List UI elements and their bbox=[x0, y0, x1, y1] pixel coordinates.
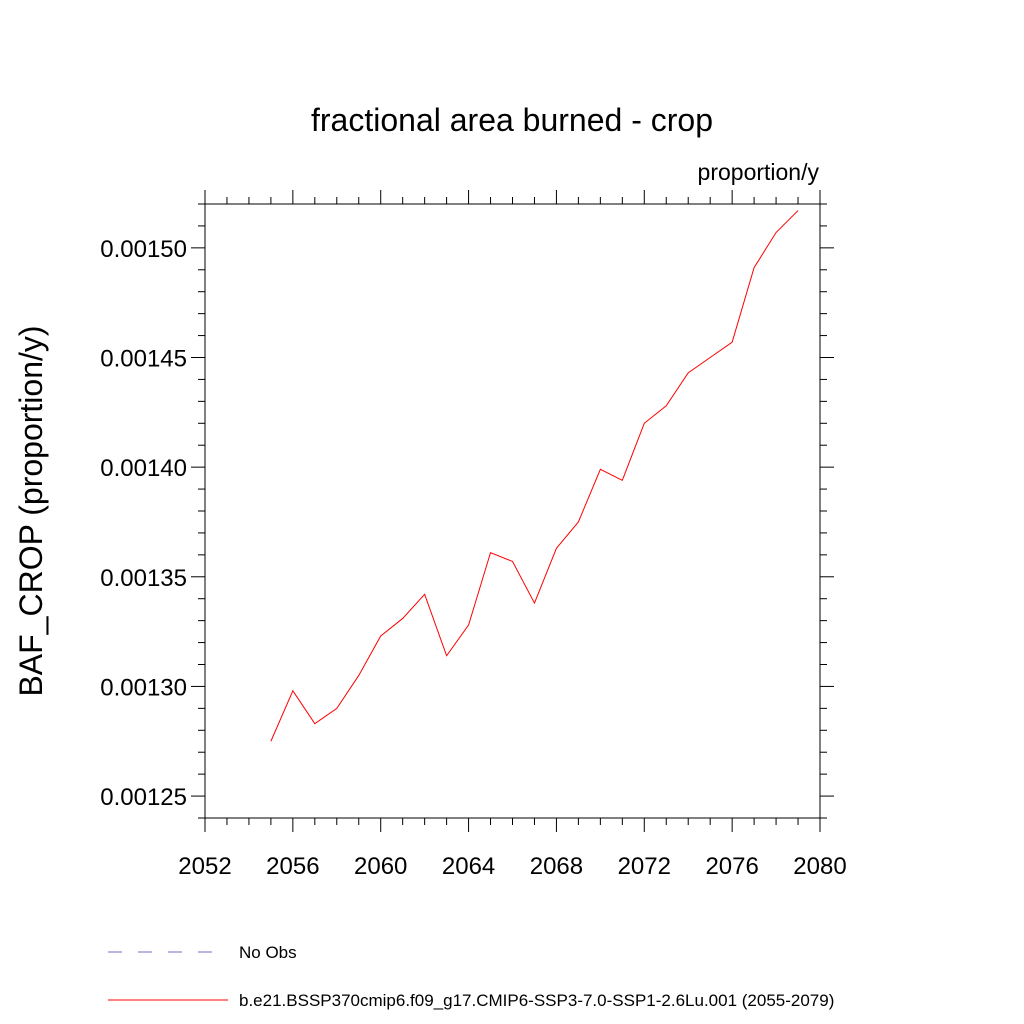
y-tick-label: 0.00150 bbox=[100, 236, 187, 263]
data-series bbox=[270, 210, 799, 742]
y-axis-label: BAF_CROP (proportion/y) bbox=[13, 325, 49, 696]
x-tick-label: 2072 bbox=[618, 853, 671, 880]
plot-frame bbox=[204, 203, 821, 819]
x-tick-label: 2060 bbox=[354, 853, 407, 880]
y-tick-label: 0.00130 bbox=[100, 674, 187, 701]
legend: No Obs b.e21.BSSP370cmip6.f09_g17.CMIP6-S… bbox=[108, 943, 834, 1010]
x-axis-tick-labels: 2052 2056 2060 2064 2068 2072 2076 2080 bbox=[178, 853, 846, 880]
y-tick-label: 0.00125 bbox=[100, 784, 187, 811]
units-label: proportion/y bbox=[698, 159, 820, 185]
x-tick-label: 2080 bbox=[793, 853, 846, 880]
legend-label: No Obs bbox=[239, 943, 297, 962]
series-line bbox=[270, 210, 799, 742]
y-tick-label: 0.00140 bbox=[100, 455, 187, 482]
y-tick-label: 0.00135 bbox=[100, 565, 187, 592]
y-tick-label: 0.00145 bbox=[100, 346, 187, 373]
x-tick-label: 2056 bbox=[266, 853, 319, 880]
chart-title: fractional area burned - crop bbox=[311, 102, 713, 138]
x-tick-label: 2076 bbox=[705, 853, 758, 880]
axis-ticks bbox=[191, 190, 834, 832]
y-axis-tick-labels: 0.00125 0.00130 0.00135 0.00140 0.00145 0.001… bbox=[100, 236, 187, 811]
x-tick-label: 2064 bbox=[442, 853, 495, 880]
x-tick-label: 2068 bbox=[530, 853, 583, 880]
x-tick-label: 2052 bbox=[178, 853, 231, 880]
legend-label: b.e21.BSSP370cmip6.f09_g17.CMIP6-SSP3-7.… bbox=[239, 991, 834, 1010]
